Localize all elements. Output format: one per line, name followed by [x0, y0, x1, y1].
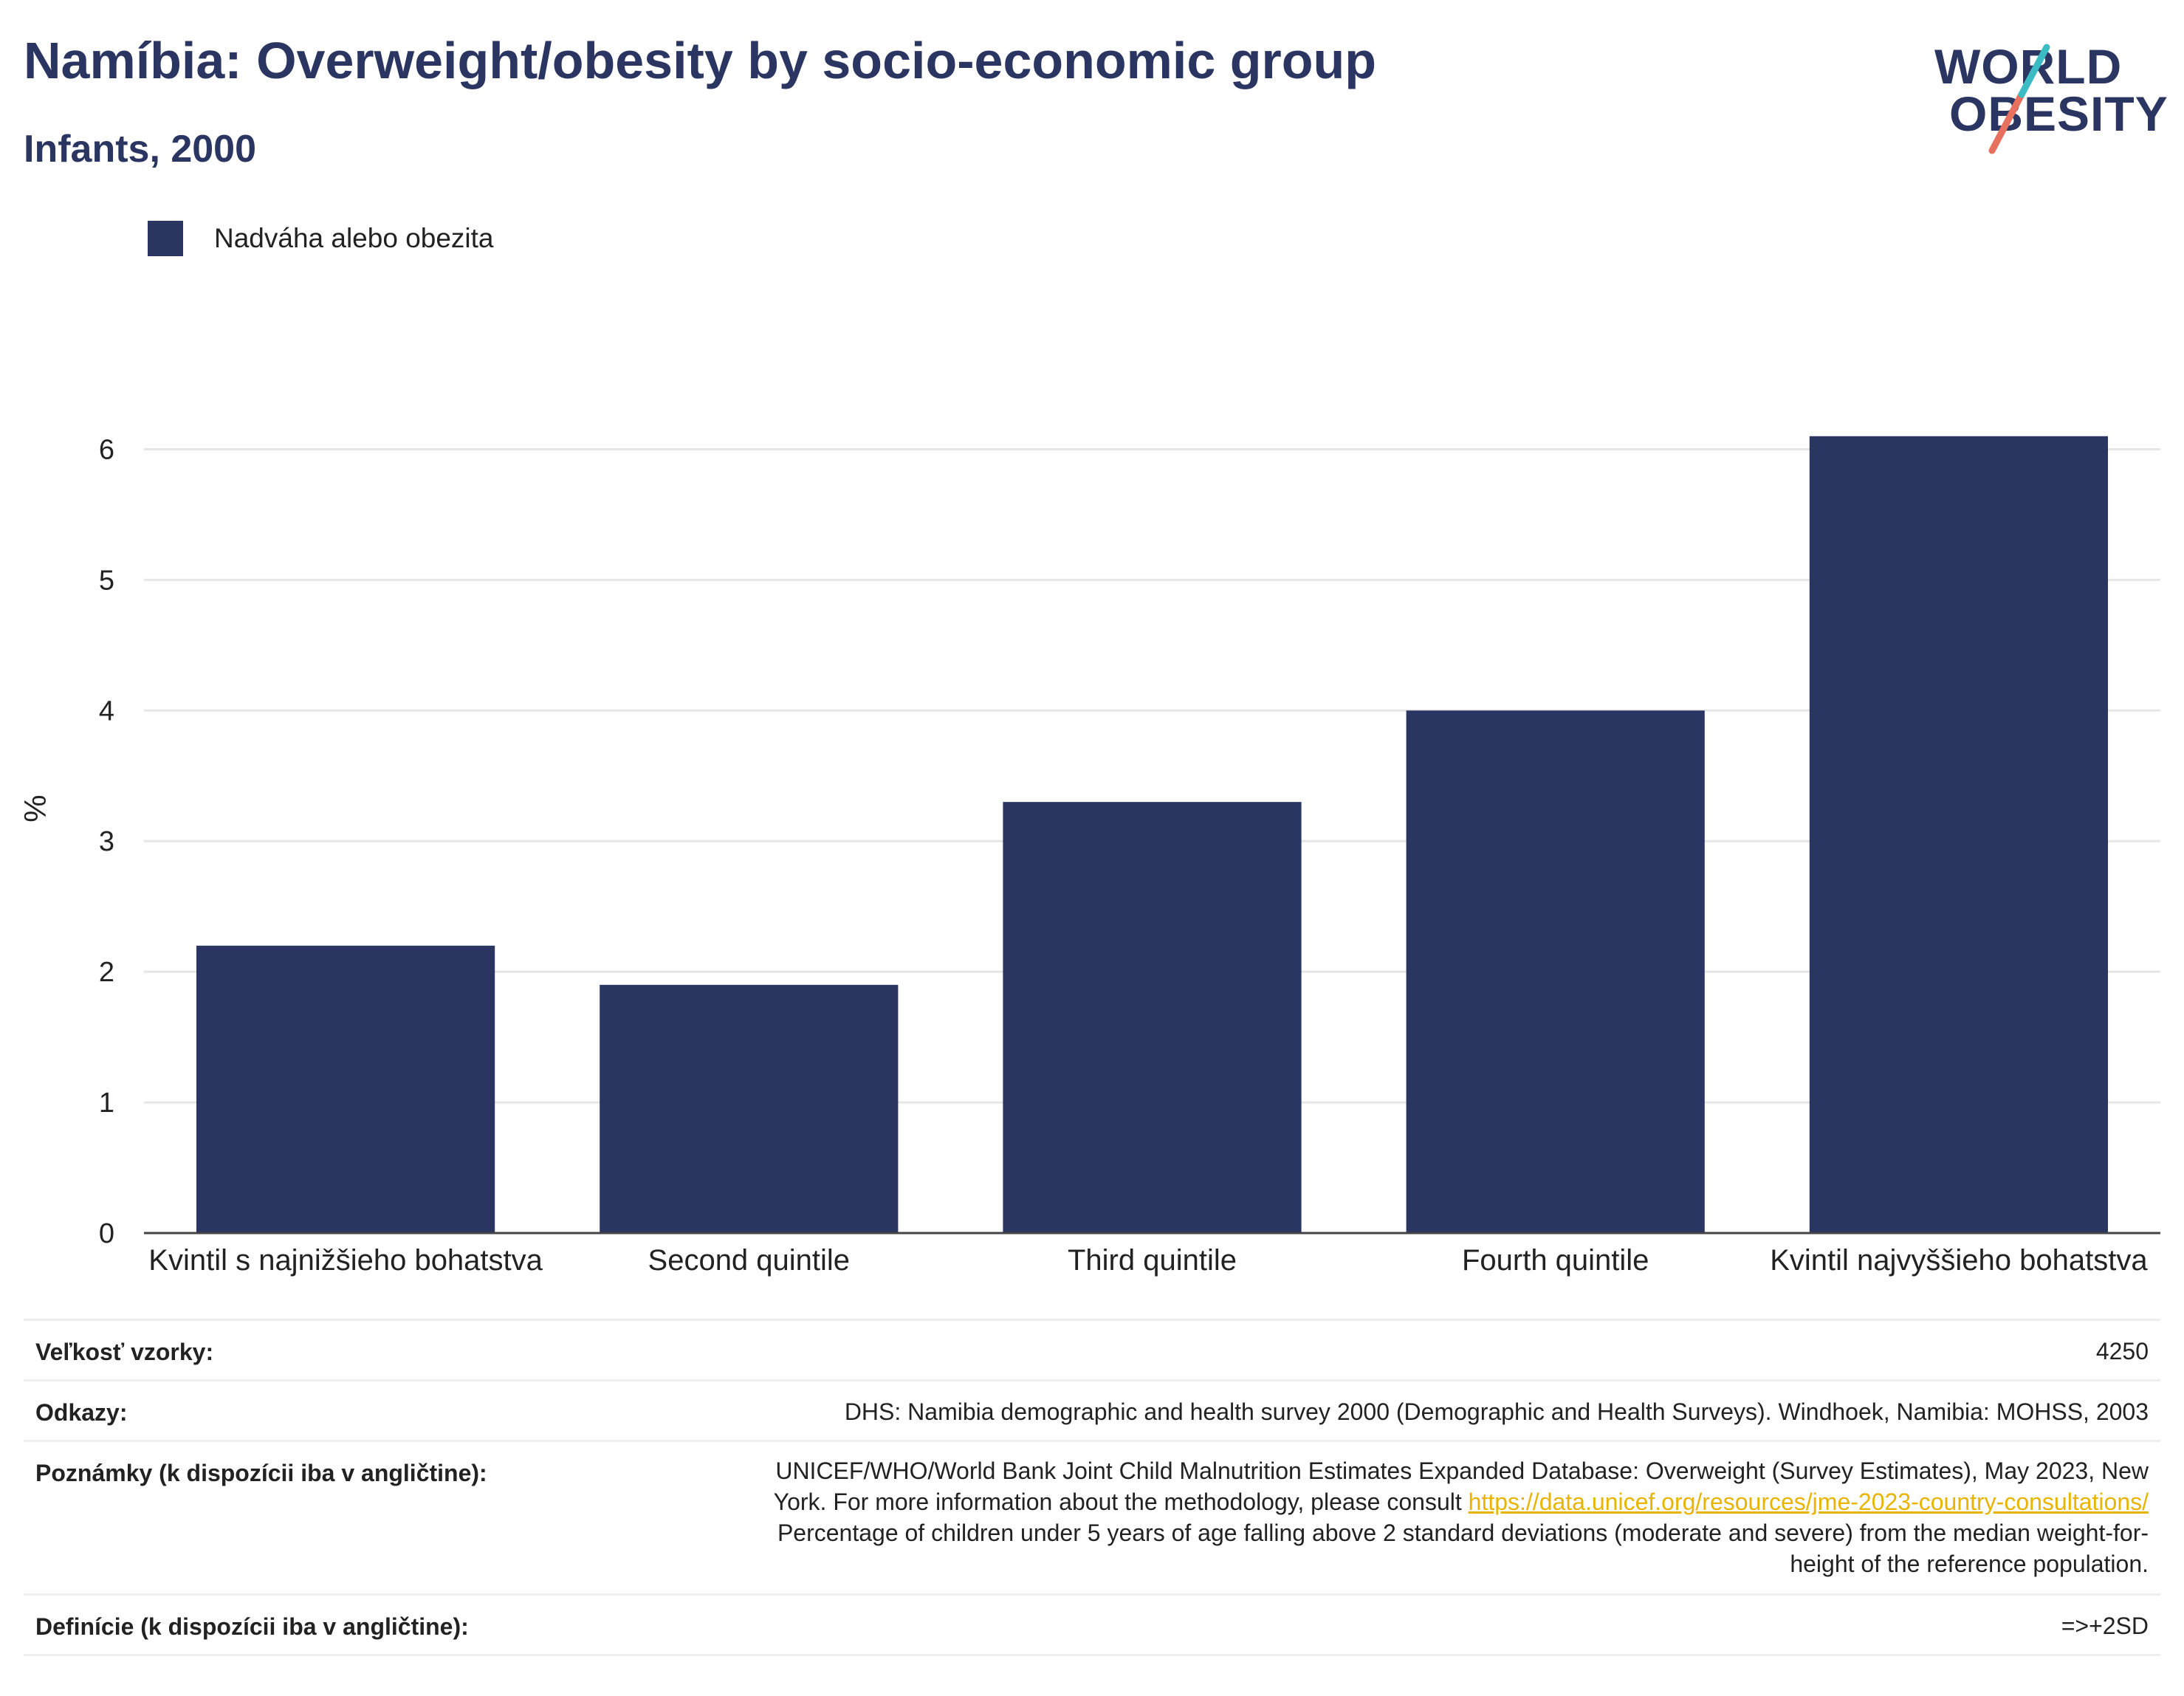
- x-tick-label: Kvintil s najnižšieho bohatstva: [148, 1244, 543, 1277]
- y-axis-label: %: [18, 794, 52, 822]
- chart-title: Namíbia: Overweight/obesity by socio-eco…: [24, 32, 1376, 89]
- y-axis-ticks: 0 1 2 3 4 5 6: [99, 434, 114, 1249]
- x-tick-label: Kvintil najvyššieho bohatstva: [1770, 1244, 2148, 1277]
- notes-line-1: UNICEF/WHO/World Bank Joint Child Malnut…: [775, 1458, 2149, 1484]
- notes-line-3: Percentage of children under 5 years of …: [777, 1520, 2149, 1546]
- bars: [196, 436, 2108, 1233]
- chart-legend[interactable]: Nadváha alebo obezita: [148, 220, 494, 257]
- meta-value: DHS: Namibia demographic and health surv…: [844, 1398, 2149, 1425]
- logo-word-obesity: OBESITY: [1949, 86, 2168, 141]
- x-axis-ticks: Kvintil s najnižšieho bohatstva Second qu…: [148, 1244, 2148, 1277]
- y-tick-label: 4: [99, 696, 114, 727]
- meta-key: Poznámky (k dispozícii iba v angličtine)…: [35, 1460, 487, 1486]
- bar[interactable]: [196, 945, 495, 1233]
- x-tick-label: Second quintile: [648, 1244, 851, 1277]
- bar[interactable]: [1003, 802, 1302, 1233]
- legend-label: Nadváha alebo obezita: [214, 223, 494, 253]
- x-tick-label: Third quintile: [1068, 1244, 1237, 1277]
- y-tick-label: 5: [99, 565, 114, 596]
- legend-swatch: [148, 221, 183, 256]
- world-obesity-logo[interactable]: WORLD OBESITY: [1920, 27, 2168, 159]
- y-tick-label: 2: [99, 957, 114, 988]
- meta-key: Odkazy:: [35, 1399, 128, 1426]
- bar[interactable]: [600, 984, 899, 1233]
- bar[interactable]: [1406, 710, 1705, 1233]
- notes-line-4: height of the reference population.: [1790, 1551, 2149, 1577]
- bar[interactable]: [1809, 436, 2108, 1233]
- meta-value: UNICEF/WHO/World Bank Joint Child Malnut…: [774, 1455, 2149, 1579]
- chart-subtitle: Infants, 2000: [24, 128, 257, 171]
- x-tick-label: Fourth quintile: [1462, 1244, 1649, 1277]
- logo-slash-icon: [1988, 44, 2050, 154]
- meta-bottom-border: [24, 1654, 2160, 1656]
- meta-row-sample-size: Veľkosť vzorky: 4250: [24, 1319, 2160, 1381]
- y-tick-label: 1: [99, 1088, 114, 1119]
- meta-row-notes: Poznámky (k dispozícii iba v angličtine)…: [24, 1440, 2160, 1596]
- bar-chart: 0 1 2 3 4 5 6 Kvintil s najnižšieho bohatstva S…: [18, 434, 2160, 1277]
- meta-value: 4250: [2095, 1338, 2149, 1364]
- meta-key: Definície (k dispozícii iba v angličtine…: [35, 1613, 469, 1640]
- meta-row-definitions: Definície (k dispozícii iba v angličtine…: [24, 1593, 2160, 1656]
- y-tick-label: 6: [99, 434, 114, 465]
- notes-line-2-text: York. For more information about the met…: [773, 1489, 1469, 1515]
- unicef-link[interactable]: https://data.unicef.org/resources/jme-20…: [1468, 1489, 2149, 1515]
- meta-row-references: Odkazy: DHS: Namibia demographic and hea…: [24, 1379, 2160, 1442]
- meta-key: Veľkosť vzorky:: [35, 1339, 214, 1365]
- y-tick-label: 3: [99, 826, 114, 857]
- notes-line-2: York. For more information about the met…: [774, 1486, 2149, 1517]
- y-tick-label: 0: [99, 1218, 114, 1249]
- meta-value: =>+2SD: [2061, 1613, 2149, 1639]
